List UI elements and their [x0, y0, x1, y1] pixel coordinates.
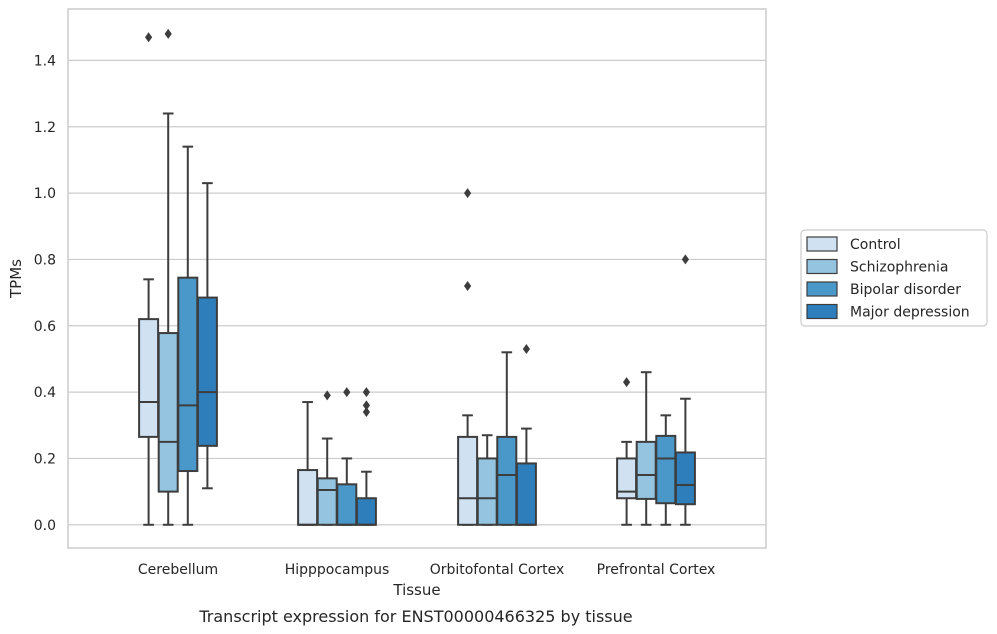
box-iqr: [297, 469, 319, 526]
y-tick-label: 0.8: [34, 252, 56, 268]
box-0-1: [157, 28, 179, 526]
box-iqr: [177, 276, 199, 473]
box-iqr: [336, 483, 358, 526]
box-0-0: [138, 32, 160, 526]
legend-frame: [800, 229, 988, 327]
legend-label: Bipolar disorder: [850, 282, 961, 298]
x-tick-label: Prefrontal Cortex: [597, 562, 716, 578]
box-3-0: [616, 377, 638, 526]
box-2-0: [457, 188, 479, 526]
x-tick-label: Hipppocampus: [285, 562, 390, 578]
legend-swatch: [806, 236, 838, 252]
y-tick-label: 0.0: [34, 518, 56, 534]
box-iqr: [655, 434, 677, 505]
outlier-point: [464, 280, 472, 291]
outlier-point: [164, 28, 172, 39]
box-iqr: [496, 435, 518, 526]
y-tick-label: 0.2: [34, 451, 56, 467]
x-axis-label: Tissue: [392, 581, 440, 599]
box-3-1: [635, 371, 657, 526]
box-iqr: [515, 462, 537, 526]
box-2-2: [496, 351, 518, 526]
x-tick-label: Cerebellum: [138, 562, 218, 578]
legend-label: Schizophrenia: [850, 260, 948, 276]
box-groups: [138, 28, 696, 526]
box-3-3: [674, 254, 696, 526]
x-tick-label: Orbitofontal Cortex: [430, 562, 565, 578]
outlier-point: [623, 377, 631, 388]
box-0-2: [177, 145, 199, 526]
legend-item: Major depression: [806, 303, 970, 321]
outlier-point: [343, 387, 351, 398]
legend-label: Control: [850, 237, 901, 253]
y-tick-labels: 0.0 0.2 0.4 0.6 0.8 1.0 1.2 1.4: [34, 53, 56, 533]
box-iqr: [476, 457, 498, 526]
outlier-point: [522, 343, 530, 354]
y-axis-label: TPMs: [7, 259, 25, 299]
legend-item: Control: [806, 236, 901, 253]
outlier-point: [681, 254, 689, 265]
box-iqr: [157, 332, 179, 493]
outlier-point: [362, 407, 370, 418]
box-iqr: [316, 477, 338, 526]
box-2-1: [476, 434, 498, 526]
outlier-point: [362, 400, 370, 411]
box-0-3: [196, 182, 218, 490]
figure-caption: Transcript expression for ENST0000046632…: [198, 607, 632, 626]
y-tick-label: 1.4: [34, 53, 56, 69]
box-iqr: [635, 440, 657, 500]
legend-item: Bipolar disorder: [806, 281, 961, 298]
y-tick-label: 0.4: [34, 385, 56, 401]
box-2-3: [515, 343, 537, 526]
box-iqr: [196, 296, 218, 447]
box-iqr: [674, 451, 696, 506]
y-tick-label: 1.0: [34, 186, 56, 202]
box-1-2: [336, 387, 358, 526]
legend: Control Schizophrenia Bipolar disorder Majo…: [800, 229, 988, 327]
legend-swatch: [806, 258, 838, 275]
plot-frame: [67, 8, 767, 549]
box-iqr: [138, 318, 160, 438]
box-iqr: [457, 435, 479, 526]
y-tick-label: 0.6: [34, 319, 56, 335]
x-tick-labels: Cerebellum Hipppocampus Orbitofontal Corte…: [138, 562, 715, 578]
y-tick-label: 1.2: [34, 120, 56, 136]
outlier-point: [145, 32, 153, 43]
outlier-point: [323, 390, 331, 401]
box-1-0: [297, 401, 319, 526]
box-iqr: [355, 497, 377, 526]
box-1-1: [316, 390, 338, 526]
outlier-point: [464, 188, 472, 199]
outlier-point: [362, 387, 370, 398]
legend-swatch: [806, 281, 838, 297]
box-1-3: [355, 387, 377, 526]
legend-item: Schizophrenia: [806, 258, 948, 276]
legend-swatch: [806, 303, 838, 320]
box-3-2: [655, 414, 677, 526]
legend-label: Major depression: [850, 305, 970, 321]
